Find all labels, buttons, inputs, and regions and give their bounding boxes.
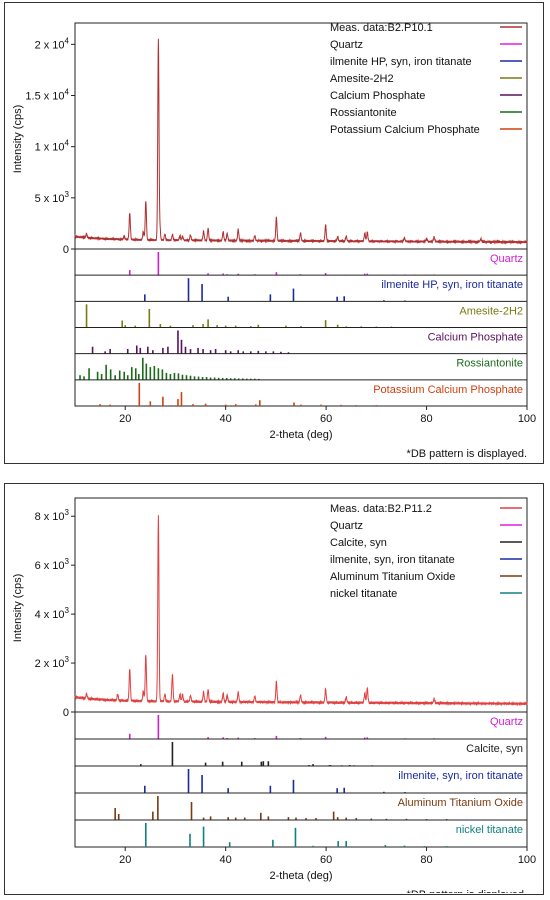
- reference-label: Calcite, syn: [466, 743, 523, 755]
- reference-label-bg: [383, 795, 523, 808]
- reference-label: Rossiantonite: [456, 358, 523, 370]
- legend-label: Quartz: [330, 520, 363, 532]
- legend-label: Calcite, syn: [330, 537, 387, 549]
- y-axis-label: Intensity (cps): [12, 105, 24, 173]
- y-tick-label: 5 x 103: [35, 190, 70, 205]
- y-tick-base: 0: [63, 707, 69, 719]
- y-tick-exponent: 4: [65, 139, 70, 148]
- reference-label-bg: [360, 381, 523, 395]
- x-tick-label: 20: [119, 854, 131, 866]
- y-tick-base: 2 x 10: [35, 658, 65, 670]
- y-tick-label: 2 x 103: [35, 655, 70, 670]
- x-tick-label: 40: [220, 854, 232, 866]
- measured-pattern-line: [74, 38, 528, 245]
- y-tick-base: 6 x 10: [35, 560, 65, 572]
- legend-label: Potassium Calcium Phosphate: [330, 124, 480, 136]
- x-tick-label: 100: [518, 854, 536, 866]
- y-tick-base: 4 x 10: [35, 609, 65, 621]
- reference-label-bg: [447, 741, 523, 754]
- legend-label: Quartz: [330, 39, 363, 51]
- reference-label-bg: [441, 355, 523, 369]
- reference-label-bg: [482, 251, 523, 264]
- legend-label: Aluminum Titanium Oxide: [330, 571, 455, 583]
- reference-label: Aluminum Titanium Oxide: [398, 797, 523, 809]
- x-tick-label: 80: [420, 413, 432, 425]
- reference-label: nickel titanate: [456, 824, 523, 836]
- plot-frame: [74, 497, 528, 848]
- x-axis-label: 2-theta (deg): [270, 429, 333, 441]
- legend-label: Calcium Phosphate: [330, 90, 425, 102]
- y-tick-label: 1 x 104: [35, 139, 70, 154]
- plot-frame: [74, 22, 528, 407]
- y-tick-base: 8 x 10: [35, 511, 65, 523]
- reference-label-bg: [337, 277, 523, 291]
- footnote: *DB pattern is displayed.: [407, 889, 527, 893]
- x-tick-label: 40: [220, 413, 232, 425]
- reference-label-bg: [430, 822, 523, 835]
- y-tick-label: 8 x 103: [35, 508, 70, 523]
- y-tick-label: 2 x 104: [35, 36, 70, 51]
- reference-label: Quartz: [490, 253, 523, 265]
- measured-pattern-line: [74, 515, 528, 707]
- y-tick-exponent: 3: [65, 508, 70, 517]
- y-axis-label: Intensity (cps): [12, 574, 24, 642]
- y-tick-base: 1.5 x 10: [25, 91, 64, 103]
- y-tick-label: 4 x 103: [35, 606, 70, 621]
- y-tick-label: 6 x 103: [35, 557, 70, 572]
- y-tick-base: 0: [63, 244, 69, 256]
- y-tick-base: 5 x 10: [35, 193, 65, 205]
- x-axis-label: 2-theta (deg): [270, 870, 333, 882]
- legend-label: nickel titanate: [330, 588, 397, 600]
- reference-label: Amesite-2H2: [459, 305, 523, 317]
- y-tick-base: 2 x 10: [35, 39, 65, 51]
- x-tick-label: 60: [320, 854, 332, 866]
- legend-label: ilmenite, syn, iron titanate: [330, 554, 455, 566]
- reference-label: Potassium Calcium Phosphate: [373, 384, 523, 396]
- reference-label: ilmenite, syn, iron titanate: [398, 770, 523, 782]
- legend-label: ilmenite HP, syn, iron titanate: [330, 56, 472, 68]
- footnote: *DB pattern is displayed.: [407, 448, 527, 460]
- y-tick-base: 1 x 10: [35, 142, 65, 154]
- legend-label: Amesite-2H2: [330, 73, 394, 85]
- y-tick-exponent: 3: [65, 655, 70, 664]
- y-tick-exponent: 3: [65, 190, 70, 199]
- reference-label-bg: [418, 329, 523, 343]
- y-tick-label: 0: [63, 707, 69, 719]
- reference-label: Calcium Phosphate: [428, 332, 523, 344]
- reference-label: ilmenite HP, syn, iron titanate: [381, 279, 523, 291]
- legend-label: Meas. data:B2.P11.2: [330, 503, 432, 515]
- x-tick-label: 80: [420, 854, 432, 866]
- y-tick-exponent: 4: [65, 36, 70, 45]
- reference-label-bg: [354, 768, 523, 781]
- legend-label: Rossiantonite: [330, 107, 397, 119]
- y-tick-label: 1.5 x 104: [25, 88, 69, 103]
- x-tick-label: 20: [119, 413, 131, 425]
- y-tick-exponent: 3: [65, 557, 70, 566]
- y-tick-exponent: 3: [65, 606, 70, 615]
- x-tick-label: 60: [320, 413, 332, 425]
- reference-label: Quartz: [490, 716, 523, 728]
- legend-label: Meas. data:B2.P10.1: [330, 22, 433, 34]
- y-tick-exponent: 4: [65, 88, 70, 97]
- y-tick-label: 0: [63, 244, 69, 256]
- x-tick-label: 100: [518, 413, 536, 425]
- reference-label-bg: [482, 714, 523, 727]
- reference-label-bg: [453, 303, 523, 317]
